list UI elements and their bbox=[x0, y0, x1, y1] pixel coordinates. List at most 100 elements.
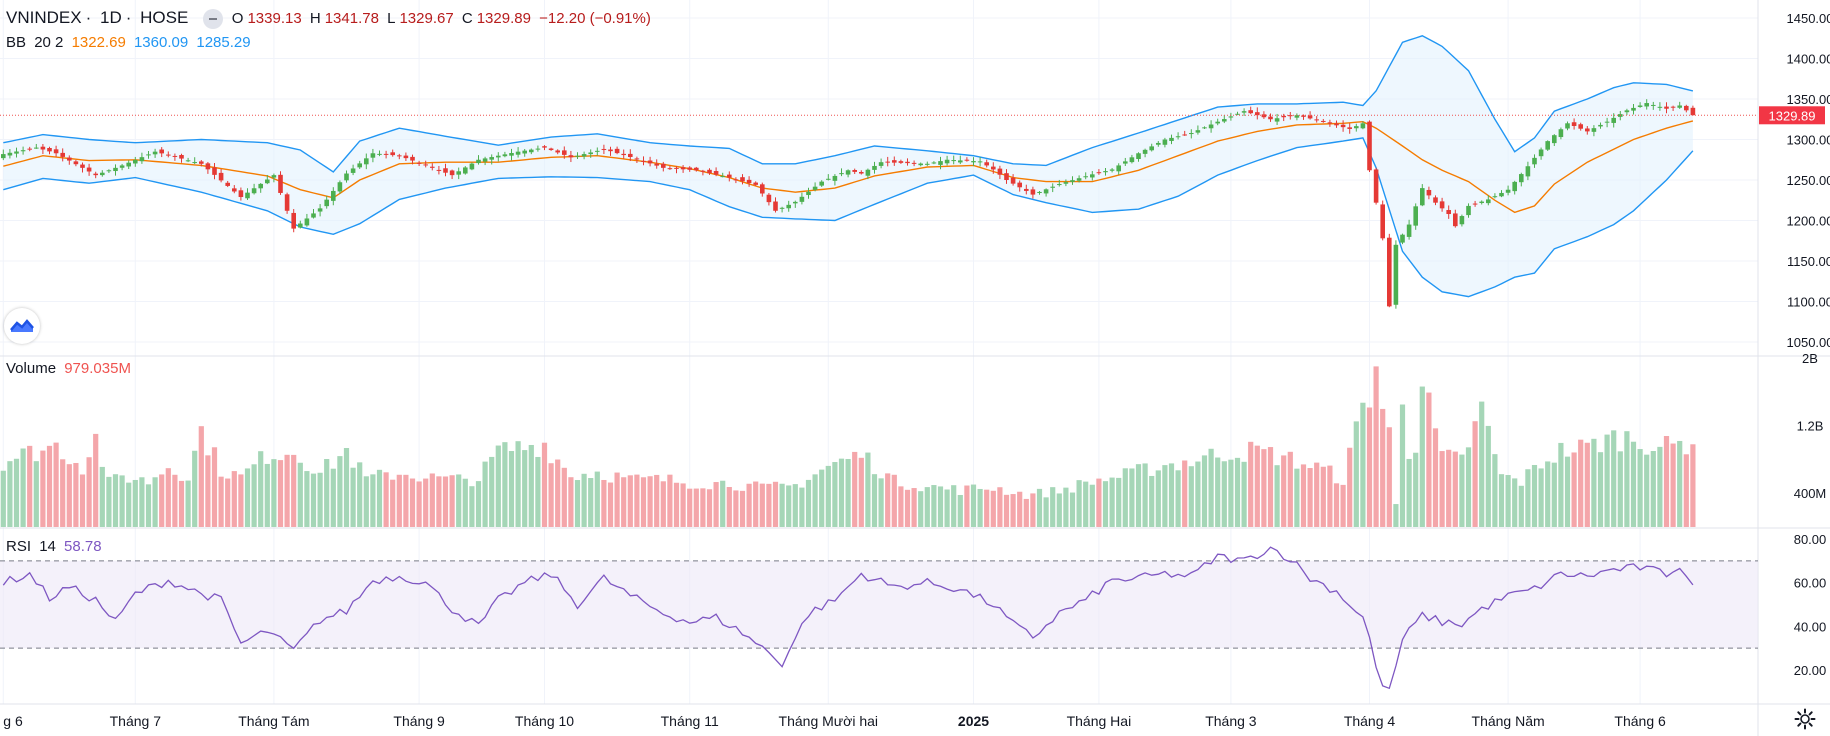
volume-bar bbox=[1036, 488, 1043, 527]
candle-body bbox=[1142, 149, 1148, 154]
candle-body bbox=[515, 151, 521, 155]
volume-bar bbox=[363, 476, 369, 527]
time-tick-label: Tháng 7 bbox=[110, 713, 162, 729]
candle bbox=[1466, 203, 1471, 218]
candle bbox=[1492, 193, 1498, 199]
volume-bar bbox=[1182, 460, 1188, 527]
symbol-label[interactable]: VNINDEX bbox=[6, 8, 82, 27]
candle-body bbox=[654, 163, 659, 166]
volume-bar bbox=[469, 486, 475, 527]
bb-legend[interactable]: BB 20 2 1322.69 1360.09 1285.29 bbox=[6, 34, 255, 51]
volume-bar bbox=[1294, 468, 1300, 527]
candle bbox=[403, 152, 409, 161]
candle-body bbox=[1439, 201, 1445, 209]
candle bbox=[786, 200, 791, 212]
candle-body bbox=[463, 167, 468, 174]
candle-body bbox=[1156, 142, 1161, 145]
candle-body bbox=[1670, 106, 1676, 108]
candle-body bbox=[542, 146, 547, 148]
candle bbox=[1222, 115, 1227, 124]
candle-body bbox=[390, 152, 395, 156]
candle-body bbox=[746, 179, 752, 184]
candle bbox=[430, 163, 435, 171]
volume-bar bbox=[753, 481, 759, 527]
volume-bar bbox=[1485, 425, 1491, 527]
candle bbox=[291, 209, 296, 233]
candle bbox=[1063, 179, 1069, 187]
time-tick-label: Tháng Năm bbox=[1472, 713, 1545, 729]
volume-bar bbox=[772, 481, 779, 527]
volume-bar bbox=[1663, 435, 1670, 527]
candle bbox=[1347, 123, 1352, 134]
volume-bar bbox=[1465, 447, 1472, 527]
candle-body bbox=[1677, 105, 1682, 108]
volume-bar bbox=[1201, 455, 1208, 527]
price-tick-label: 1100.00 bbox=[1787, 295, 1830, 310]
candle bbox=[661, 161, 666, 172]
volume-bar bbox=[383, 472, 389, 527]
candle-body bbox=[535, 148, 541, 150]
candle bbox=[555, 149, 560, 155]
candle-body bbox=[1228, 116, 1234, 118]
volume-bar bbox=[79, 474, 86, 527]
candle bbox=[133, 156, 138, 167]
candle-body bbox=[786, 204, 791, 209]
volume-bar bbox=[706, 489, 713, 527]
candle-body bbox=[878, 162, 884, 166]
volume-bar bbox=[1578, 439, 1584, 527]
candle-body bbox=[20, 150, 26, 152]
volume-bar bbox=[1353, 421, 1359, 527]
interval-label[interactable]: 1D bbox=[99, 8, 122, 27]
collapse-legend-button[interactable] bbox=[203, 8, 224, 29]
candle bbox=[1103, 167, 1108, 176]
candle-body bbox=[1070, 180, 1075, 182]
candle-body bbox=[1644, 103, 1649, 107]
volume-bar bbox=[1432, 428, 1439, 527]
volume-bar bbox=[231, 471, 237, 527]
candle-body bbox=[1327, 122, 1333, 124]
candle bbox=[1314, 116, 1319, 123]
candle bbox=[1479, 200, 1484, 205]
candle bbox=[337, 180, 343, 194]
gear-icon[interactable] bbox=[1794, 708, 1816, 730]
candle-body bbox=[1532, 157, 1537, 165]
volume-bar bbox=[1644, 454, 1650, 527]
rsi-legend[interactable]: RSI 14 58.78 bbox=[6, 538, 106, 555]
candle bbox=[680, 165, 686, 173]
candle bbox=[1354, 123, 1359, 132]
candle bbox=[1690, 105, 1696, 116]
volume-legend[interactable]: Volume 979.035M bbox=[6, 360, 135, 377]
candle bbox=[205, 161, 211, 174]
volume-bar bbox=[911, 488, 917, 527]
volume-bar bbox=[1498, 474, 1505, 527]
candle bbox=[1624, 108, 1630, 115]
volume-bar bbox=[1307, 468, 1313, 527]
candle bbox=[212, 163, 217, 180]
candle-body bbox=[100, 172, 105, 176]
rsi-tick-label: 20.00 bbox=[1794, 663, 1827, 678]
volume-bar bbox=[1406, 458, 1412, 527]
volume-bar bbox=[1003, 494, 1010, 527]
volume-bar bbox=[1135, 464, 1142, 527]
tradingview-logo[interactable] bbox=[4, 308, 40, 344]
candle bbox=[166, 151, 171, 158]
candle bbox=[192, 157, 197, 165]
candle bbox=[469, 162, 475, 171]
candle-body bbox=[476, 159, 481, 164]
candle-body bbox=[938, 161, 943, 165]
volume-bar bbox=[528, 444, 534, 527]
volume-bar bbox=[984, 489, 990, 527]
candle-body bbox=[1413, 206, 1418, 226]
candle-body bbox=[826, 178, 831, 180]
candle bbox=[423, 160, 428, 168]
candle-body bbox=[416, 162, 422, 164]
bb-fill bbox=[3, 35, 1693, 297]
volume-bar bbox=[779, 483, 785, 527]
candle-body bbox=[766, 194, 772, 203]
candle bbox=[746, 176, 752, 187]
candle bbox=[944, 155, 950, 166]
candle-body bbox=[1010, 177, 1016, 184]
volume-bar bbox=[1584, 442, 1590, 527]
